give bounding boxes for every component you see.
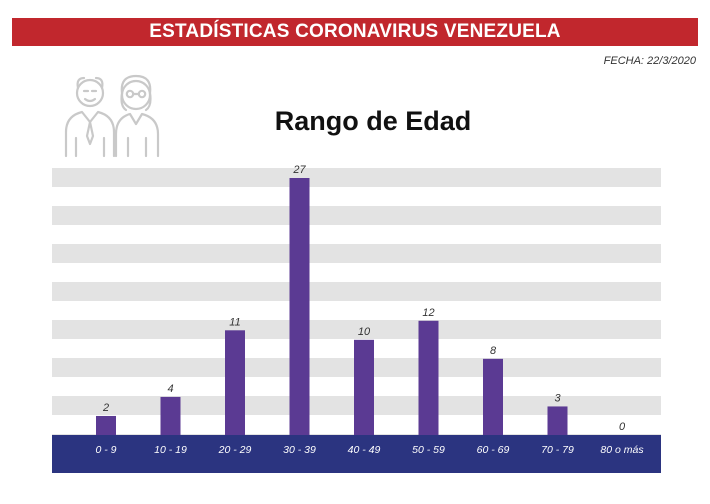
data-label: 27 xyxy=(292,164,306,176)
x-tick-label: 80 o más xyxy=(600,444,644,456)
data-label: 8 xyxy=(490,345,497,357)
grid-stripe xyxy=(52,206,661,225)
bar xyxy=(483,358,503,435)
grid-stripe xyxy=(52,168,661,187)
bar xyxy=(160,396,181,435)
bar xyxy=(547,406,568,435)
data-label: 12 xyxy=(422,307,434,319)
grid-stripe xyxy=(52,282,661,301)
x-tick-label: 20 - 29 xyxy=(218,444,252,456)
grid-stripe xyxy=(52,244,661,263)
header-bar: ESTADÍSTICAS CORONAVIRUS VENEZUELA xyxy=(12,18,698,46)
data-label: 10 xyxy=(358,326,371,338)
x-axis-band xyxy=(52,435,661,473)
header-title: ESTADÍSTICAS CORONAVIRUS VENEZUELA xyxy=(149,21,561,42)
grid-stripe xyxy=(52,320,661,339)
chart-title: Rango de Edad xyxy=(274,106,472,136)
data-label: 11 xyxy=(229,316,240,328)
x-tick-label: 30 - 39 xyxy=(283,444,316,456)
elderly-couple-icon xyxy=(64,74,160,158)
data-label: 4 xyxy=(167,383,173,395)
x-tick-label: 60 - 69 xyxy=(477,444,510,456)
bar xyxy=(418,320,439,435)
x-tick-label: 0 - 9 xyxy=(95,444,116,456)
data-label: 2 xyxy=(102,402,109,414)
x-tick-label: 70 - 79 xyxy=(541,444,574,456)
bar xyxy=(225,330,245,435)
data-label: 0 xyxy=(619,421,626,433)
data-label: 3 xyxy=(554,392,561,404)
x-tick-label: 10 - 19 xyxy=(154,444,187,456)
x-tick-label: 50 - 59 xyxy=(412,444,445,456)
bar xyxy=(96,415,116,435)
x-tick-label: 40 - 49 xyxy=(348,444,381,456)
date-label: FECHA: 22/3/2020 xyxy=(603,55,696,67)
bar xyxy=(354,339,374,435)
bar xyxy=(289,178,310,435)
